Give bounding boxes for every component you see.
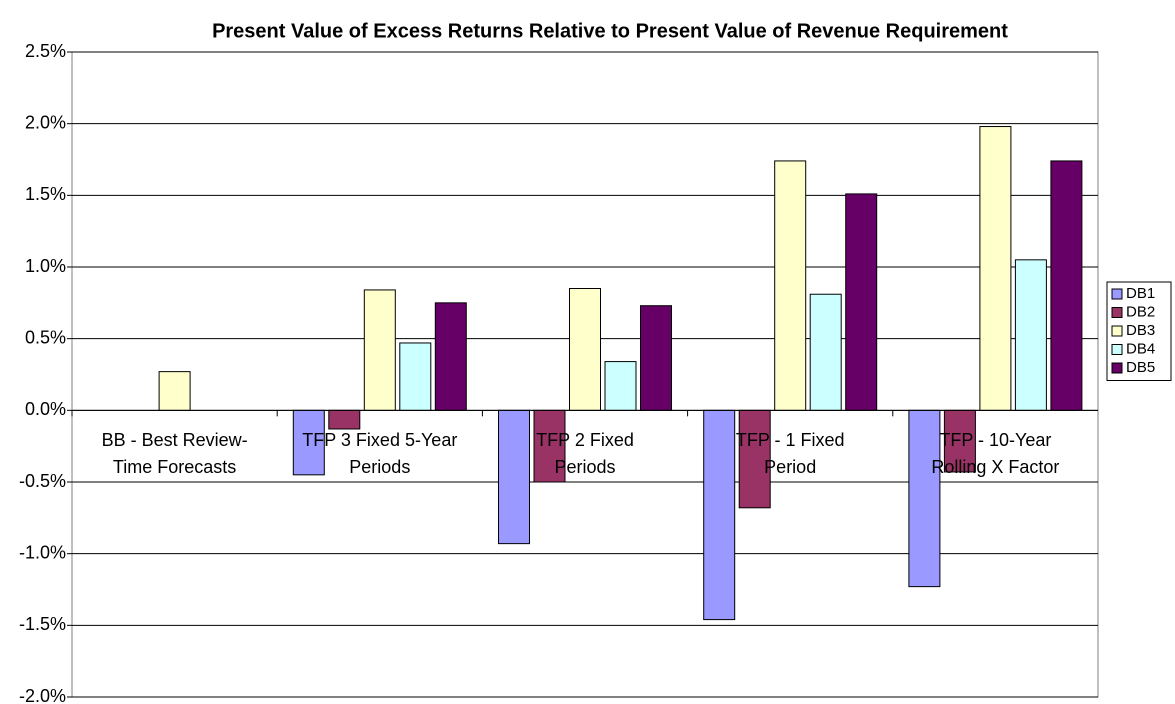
bar: [158, 371, 191, 411]
bar: [943, 409, 976, 473]
y-tick-label: 2.5%: [25, 41, 66, 61]
legend-label: DB2: [1126, 303, 1155, 320]
y-tick-label: -1.5%: [19, 614, 66, 634]
y-tick-label: -2.0%: [19, 686, 66, 704]
legend-label: DB4: [1126, 340, 1155, 357]
legend-swatch: [1111, 288, 1123, 300]
y-tick-label: -1.0%: [19, 542, 66, 562]
bar: [292, 409, 325, 476]
x-tick-label: TFP 2 Fixed Periods: [536, 430, 634, 478]
bar: [703, 409, 736, 621]
x-tick-label: TFP - 10-Year Rolling X Factor: [931, 430, 1060, 478]
legend-label: DB5: [1126, 359, 1155, 376]
chart-title: Present Value of Excess Returns Relative…: [212, 20, 1008, 42]
y-tick-label: 1.5%: [25, 184, 66, 204]
x-tick-label: TFP 3 Fixed 5-Year Periods: [302, 430, 458, 478]
y-tick-label: -0.5%: [19, 471, 66, 491]
bar: [328, 409, 361, 430]
bar: [569, 288, 601, 411]
y-tick-label: 2.0%: [25, 112, 66, 132]
bar: [809, 293, 842, 411]
legend-label: DB3: [1126, 322, 1155, 339]
y-tick-label: 1.0%: [25, 256, 66, 276]
x-tick-label: BB - Best Review-Time Forecasts: [101, 430, 248, 478]
bar: [533, 409, 566, 483]
bar: [774, 160, 807, 411]
legend-swatch: [1111, 307, 1123, 318]
bar: [363, 289, 396, 411]
bar: [908, 409, 941, 588]
bar: [434, 302, 467, 411]
bar: [738, 409, 771, 509]
bar: [498, 409, 530, 545]
x-tick-label: TFP - 1 Fixed Period: [735, 430, 845, 478]
legend-swatch: [1111, 362, 1123, 374]
bar: [1014, 259, 1047, 411]
y-tick-label: 0.0%: [25, 399, 66, 419]
legend-swatch: [1111, 344, 1123, 355]
legend-swatch: [1111, 325, 1123, 337]
bar: [604, 361, 637, 411]
y-tick-label: 0.5%: [25, 327, 66, 347]
bar: [1050, 160, 1083, 411]
bar: [979, 126, 1012, 411]
bar: [399, 342, 432, 411]
bar: [640, 305, 672, 411]
bar: [845, 193, 878, 411]
legend-label: DB1: [1126, 285, 1155, 302]
